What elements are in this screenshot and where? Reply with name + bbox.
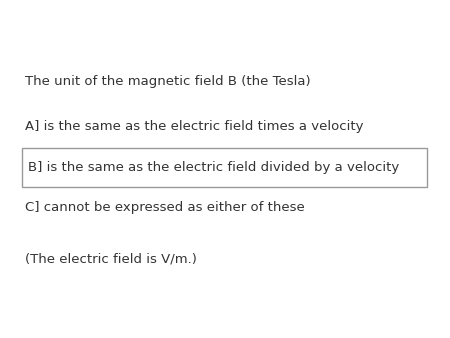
Text: The unit of the magnetic field B (the Tesla): The unit of the magnetic field B (the Te… (25, 75, 310, 88)
Bar (22, 148, 427, 187)
Text: (The electric field is V/m.): (The electric field is V/m.) (25, 252, 197, 265)
Text: B] is the same as the electric field divided by a velocity: B] is the same as the electric field div… (28, 161, 400, 174)
Text: C] cannot be expressed as either of these: C] cannot be expressed as either of thes… (25, 201, 305, 214)
Text: A] is the same as the electric field times a velocity: A] is the same as the electric field tim… (25, 120, 363, 133)
